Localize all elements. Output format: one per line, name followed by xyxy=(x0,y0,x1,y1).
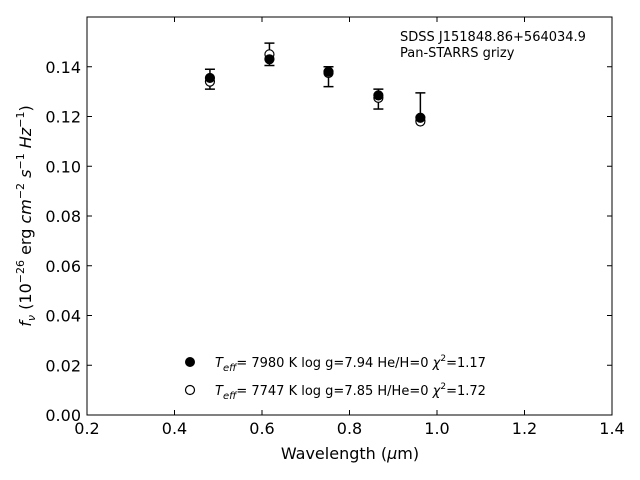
legend: Teff= 7980 K log g=7.94 He/H=0 χ2=1.17 T… xyxy=(184,354,486,402)
x-tick-label-2: 0.6 xyxy=(249,419,274,438)
x-tick-label-5: 1.2 xyxy=(512,419,537,438)
point-filled-4 xyxy=(415,112,426,123)
y-tick-label-4: 0.08 xyxy=(45,207,81,226)
x-tick-label-3: 0.8 xyxy=(337,419,362,438)
legend-entry-2: Teff= 7747 K log g=7.85 H/He=0 χ2=1.72 xyxy=(215,382,486,402)
legend-marker-open xyxy=(184,384,196,396)
data-points xyxy=(204,49,426,127)
legend-entry-1: Teff= 7980 K log g=7.94 He/H=0 χ2=1.17 xyxy=(215,354,486,374)
x-tick-label-1: 0.4 xyxy=(162,419,187,438)
x-axis-label: Wavelength (μm) xyxy=(281,444,419,463)
y-tick-label-3: 0.06 xyxy=(45,257,81,276)
point-filled-2 xyxy=(323,66,334,77)
x-tick-label-4: 1.0 xyxy=(424,419,449,438)
y-axis-label: fν (10−26 erg cm−2 s−1 Hz−1) xyxy=(14,105,38,326)
annotation-survey-name: Pan-STARRS grizy xyxy=(400,46,515,61)
y-tick-label-6: 0.12 xyxy=(45,108,81,127)
y-tick-label-5: 0.10 xyxy=(45,157,81,176)
point-filled-0 xyxy=(204,72,216,84)
legend-marker-filled xyxy=(185,357,195,367)
plot-area xyxy=(86,16,613,416)
annotation-object-name: SDSS J151848.86+564034.9 xyxy=(400,30,586,45)
y-tick-label-2: 0.04 xyxy=(45,307,81,326)
y-tick-label-7: 0.14 xyxy=(45,58,81,77)
x-tick-label-6: 1.4 xyxy=(599,419,624,438)
x-tick-label-0: 0.2 xyxy=(74,419,99,438)
point-filled-1 xyxy=(264,54,275,65)
axis-ticks: 0.2 0.4 0.6 0.8 1.0 1.2 1.4 0.00 0.02 0.04 0.06 0.0… xyxy=(45,17,625,438)
point-filled-3 xyxy=(373,90,384,101)
y-tick-label-1: 0.02 xyxy=(45,356,81,375)
y-tick-label-0: 0.00 xyxy=(45,406,81,425)
